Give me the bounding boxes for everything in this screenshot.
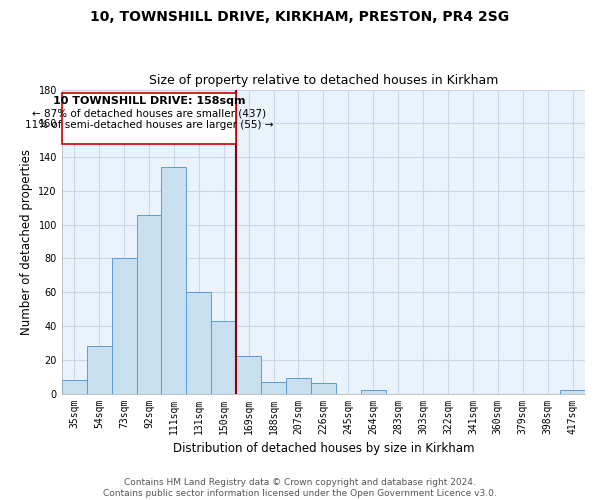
Bar xyxy=(286,378,311,394)
Y-axis label: Number of detached properties: Number of detached properties xyxy=(20,148,33,334)
Bar xyxy=(560,390,585,394)
Bar xyxy=(211,321,236,394)
X-axis label: Distribution of detached houses by size in Kirkham: Distribution of detached houses by size … xyxy=(173,442,474,455)
Bar xyxy=(161,167,187,394)
Text: 10, TOWNSHILL DRIVE, KIRKHAM, PRESTON, PR4 2SG: 10, TOWNSHILL DRIVE, KIRKHAM, PRESTON, P… xyxy=(91,10,509,24)
Bar xyxy=(62,380,86,394)
Text: ← 87% of detached houses are smaller (437): ← 87% of detached houses are smaller (43… xyxy=(32,108,266,118)
Text: Contains HM Land Registry data © Crown copyright and database right 2024.
Contai: Contains HM Land Registry data © Crown c… xyxy=(103,478,497,498)
Bar xyxy=(236,356,261,394)
Bar xyxy=(361,390,386,394)
Bar xyxy=(62,93,236,144)
Text: 11% of semi-detached houses are larger (55) →: 11% of semi-detached houses are larger (… xyxy=(25,120,273,130)
Bar xyxy=(86,346,112,394)
Title: Size of property relative to detached houses in Kirkham: Size of property relative to detached ho… xyxy=(149,74,498,87)
Bar xyxy=(112,258,137,394)
Text: 10 TOWNSHILL DRIVE: 158sqm: 10 TOWNSHILL DRIVE: 158sqm xyxy=(53,96,245,106)
Bar xyxy=(261,382,286,394)
Bar xyxy=(137,214,161,394)
Bar xyxy=(311,384,336,394)
Bar xyxy=(187,292,211,394)
